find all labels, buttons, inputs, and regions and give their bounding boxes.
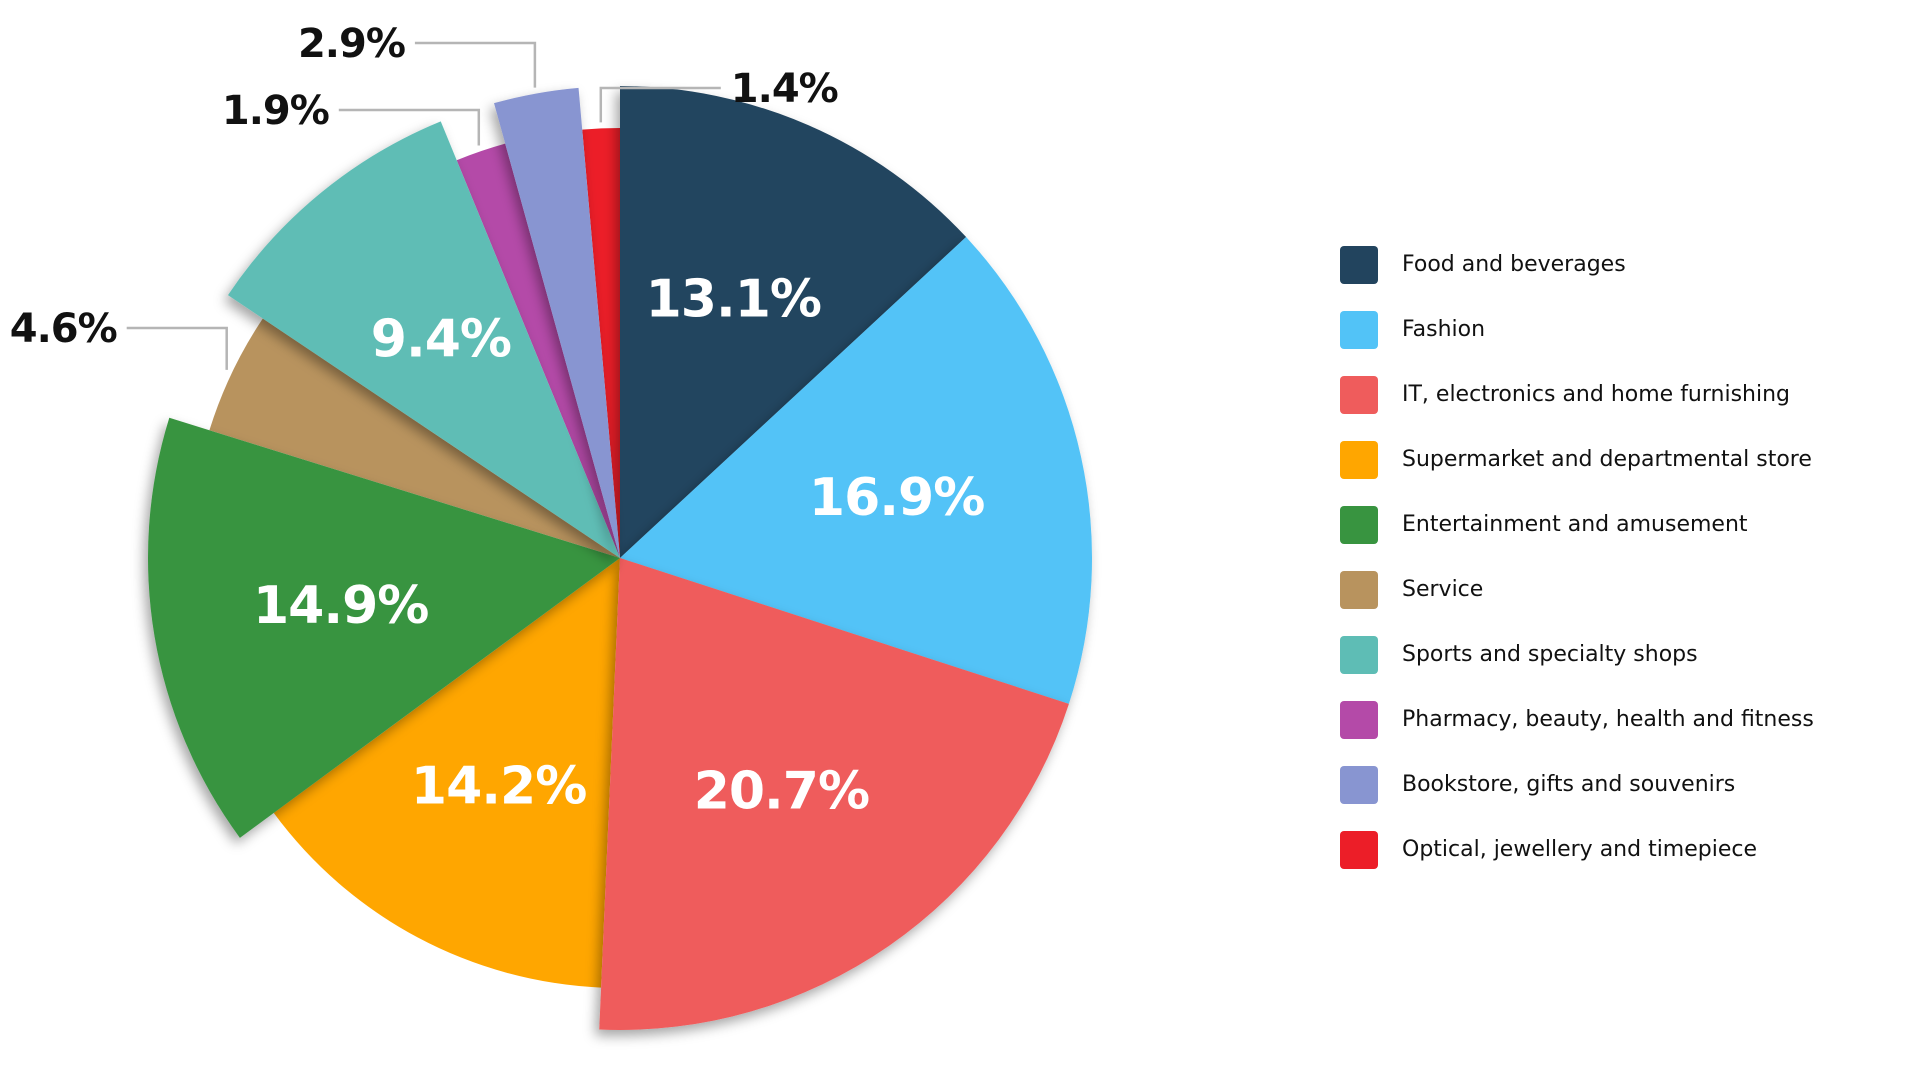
- legend-swatch: [1340, 246, 1378, 284]
- leader-lines: [126, 41, 721, 370]
- slice-value-label: 2.9%: [298, 21, 405, 67]
- leader-line: [599, 86, 721, 123]
- pie-slice-sports-and-specialty-shops: [227, 121, 620, 559]
- pie-slice-pharmacy-beauty-health-and-fitness: [456, 143, 620, 558]
- pie-slice-supermarket-and-departmental-store: [273, 558, 620, 988]
- legend-swatch: [1340, 571, 1378, 609]
- legend-item-optical-jewellery-and-timepiece: Optical, jewellery and timepiece: [1340, 831, 1900, 896]
- legend-swatch: [1340, 701, 1378, 739]
- legend-item-pharmacy-beauty-health-and-fitness: Pharmacy, beauty, health and fitness: [1340, 701, 1900, 766]
- legend-label: Supermarket and departmental store: [1402, 447, 1812, 472]
- leader-line: [414, 41, 537, 88]
- legend-swatch: [1340, 441, 1378, 479]
- pie-slice-service: [209, 318, 620, 558]
- pie-slice-it-electronics-and-home-furnishing: [599, 558, 1069, 1030]
- legend-item-fashion: Fashion: [1340, 311, 1900, 376]
- pie-slice-food-and-beverages: [620, 86, 967, 558]
- pie-slice-entertainment-and-amusement: [147, 417, 620, 838]
- legend-swatch: [1340, 376, 1378, 414]
- legend-swatch: [1340, 636, 1378, 674]
- pie-slices: [147, 86, 1093, 1030]
- leader-line: [338, 108, 481, 146]
- legend-item-sports-and-specialty-shops: Sports and specialty shops: [1340, 636, 1900, 701]
- slice-value-label: 14.9%: [253, 576, 428, 636]
- pie-slice-bookstore-gifts-and-souvenirs: [494, 87, 620, 558]
- slice-value-label: 14.2%: [411, 757, 586, 817]
- legend-label: IT, electronics and home furnishing: [1402, 382, 1791, 407]
- legend-item-service: Service: [1340, 571, 1900, 636]
- legend-swatch: [1340, 311, 1378, 349]
- legend-label: Sports and specialty shops: [1402, 642, 1698, 667]
- legend: Food and beverages Fashion IT, electronics…: [1340, 246, 1900, 896]
- legend-item-entertainment-and-amusement: Entertainment and amusement: [1340, 506, 1900, 571]
- legend-swatch: [1340, 766, 1378, 804]
- legend-swatch: [1340, 831, 1378, 869]
- slice-value-label: 1.4%: [731, 66, 838, 112]
- slice-labels: 13.1% 16.9% 20.7% 14.2% 14.9% 4.6% 9.4% 1.9% 2.9…: [10, 21, 986, 822]
- legend-item-bookstore-gifts-and-souvenirs: Bookstore, gifts and souvenirs: [1340, 766, 1900, 831]
- legend-item-food-and-beverages: Food and beverages: [1340, 246, 1900, 311]
- legend-item-supermarket-and-departmental-store: Supermarket and departmental store: [1340, 441, 1900, 506]
- legend-label: Pharmacy, beauty, health and fitness: [1402, 707, 1814, 732]
- slice-value-label: 13.1%: [646, 269, 821, 329]
- legend-label: Entertainment and amusement: [1402, 512, 1748, 537]
- slice-value-label: 20.7%: [694, 762, 869, 822]
- legend-label: Service: [1402, 577, 1484, 602]
- legend-label: Bookstore, gifts and souvenirs: [1402, 772, 1736, 797]
- legend-label: Fashion: [1402, 317, 1486, 342]
- slice-value-label: 9.4%: [371, 310, 511, 370]
- slice-value-label: 16.9%: [809, 468, 984, 528]
- pie-slice-fashion: [620, 237, 1093, 704]
- legend-label: Optical, jewellery and timepiece: [1402, 837, 1758, 862]
- legend-item-it-electronics-and-home-furnishing: IT, electronics and home furnishing: [1340, 376, 1900, 441]
- slice-value-label: 1.9%: [222, 88, 329, 134]
- legend-swatch: [1340, 506, 1378, 544]
- slice-value-label: 4.6%: [10, 306, 117, 352]
- pie-slice-optical-jewellery-and-timepiece: [582, 128, 620, 558]
- legend-label: Food and beverages: [1402, 252, 1626, 277]
- leader-line: [126, 326, 228, 370]
